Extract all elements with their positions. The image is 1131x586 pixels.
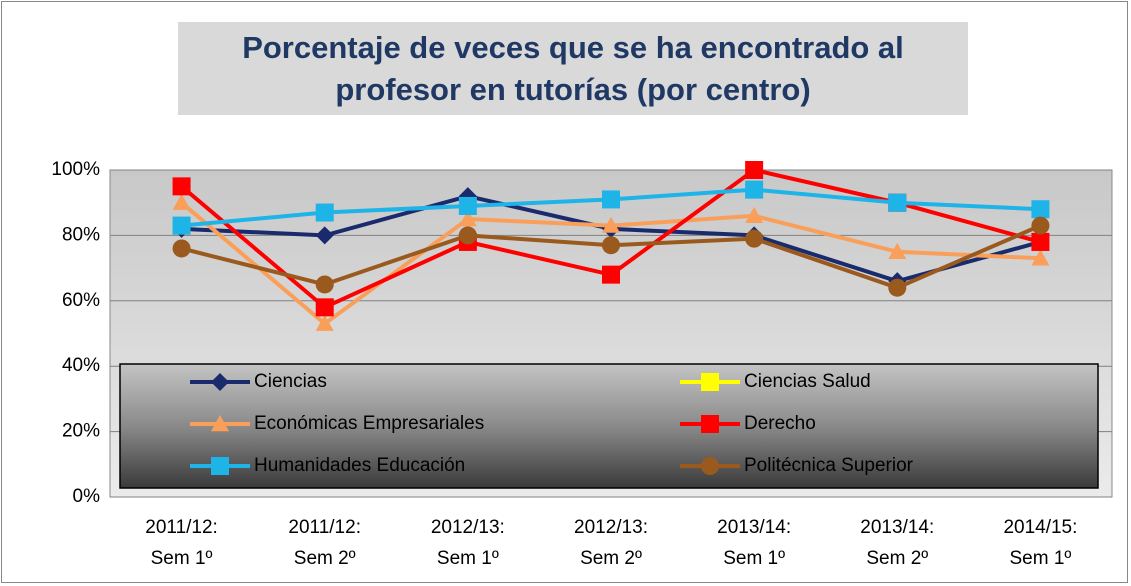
marker xyxy=(172,216,191,235)
marker xyxy=(172,193,191,210)
legend-label: Ciencias xyxy=(254,371,327,392)
x-tick-label: 2011/12: Sem 1º xyxy=(145,517,218,569)
marker xyxy=(172,239,191,258)
marker xyxy=(211,415,229,432)
marker xyxy=(701,457,719,475)
x-tick-label: 2011/12: Sem 2º xyxy=(288,517,361,569)
marker xyxy=(888,193,907,212)
y-tick-label: 20% xyxy=(62,421,100,442)
marker xyxy=(701,415,719,433)
legend-label: Ciencias Salud xyxy=(744,371,871,392)
marker xyxy=(315,275,334,294)
legend-label: Humanidades Educación xyxy=(254,455,465,476)
marker xyxy=(458,196,477,215)
marker xyxy=(888,242,907,259)
marker xyxy=(315,298,334,317)
marker xyxy=(888,278,907,297)
x-tick-label: 2013/14: Sem 2º xyxy=(860,517,935,569)
marker xyxy=(1031,232,1050,251)
marker xyxy=(602,265,620,284)
y-tick-label: 100% xyxy=(51,159,100,180)
marker xyxy=(458,210,477,227)
marker xyxy=(745,180,764,199)
marker xyxy=(315,314,334,331)
y-tick-label: 80% xyxy=(62,224,100,245)
marker xyxy=(602,216,620,233)
marker xyxy=(211,373,229,391)
marker xyxy=(172,177,191,196)
marker xyxy=(458,226,477,245)
x-tick-label: 2014/15: Sem 1º xyxy=(1003,517,1078,569)
marker xyxy=(1031,249,1050,266)
marker xyxy=(745,229,764,248)
y-tick-label: 0% xyxy=(73,486,101,507)
legend-box xyxy=(119,363,1099,489)
legend-label: Politécnica Superior xyxy=(744,455,914,476)
marker xyxy=(211,457,229,475)
legend-label: Derecho xyxy=(744,413,816,434)
y-tick-label: 60% xyxy=(62,290,100,311)
y-tick-label: 40% xyxy=(62,355,100,376)
legend-label: Económicas Empresariales xyxy=(254,413,484,434)
x-tick-label: 2013/14: Sem 1º xyxy=(717,517,792,569)
marker xyxy=(701,373,719,391)
x-tick-label: 2012/13: Sem 2º xyxy=(574,517,648,569)
marker xyxy=(745,206,764,223)
marker xyxy=(745,161,764,179)
chart-title: Porcentaje de veces que se ha encontrado… xyxy=(178,22,968,115)
marker xyxy=(1031,200,1050,219)
marker xyxy=(315,226,334,245)
marker xyxy=(602,236,620,255)
marker xyxy=(602,190,620,209)
marker xyxy=(315,203,334,222)
marker xyxy=(1031,216,1050,235)
x-tick-label: 2012/13: Sem 1º xyxy=(430,517,505,569)
